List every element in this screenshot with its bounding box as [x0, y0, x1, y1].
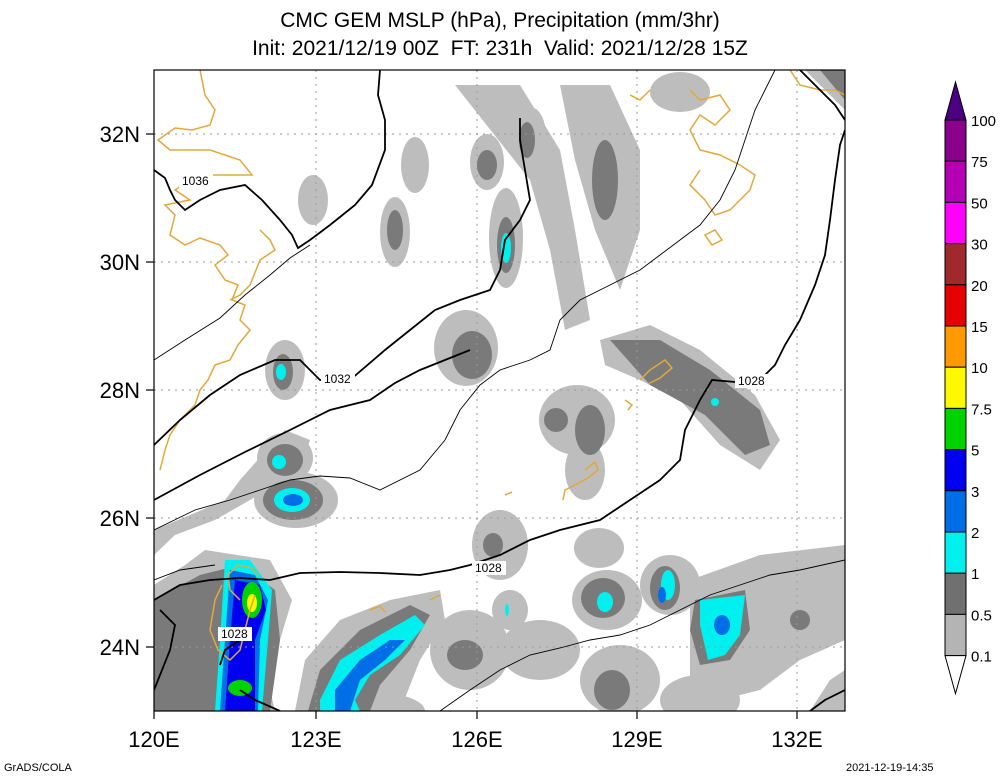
axis-labels: 120E 123E 126E 129E 132E 32N 30N 28N 26N… [100, 122, 823, 752]
lon-label-129e: 129E [611, 727, 662, 752]
isobar-label-1028-c: 1028 [221, 627, 248, 641]
map-title-line2: Init: 2021/12/19 00Z FT: 231h Valid: 202… [252, 37, 748, 60]
lat-label-28n: 28N [100, 378, 140, 403]
colorbar-labels: 100 75 50 30 20 15 10 7.5 5 3 2 1 0.5 0.1 [971, 113, 996, 666]
colorbar-label-6: 10 [971, 360, 988, 377]
colorbar-swatch-1 [944, 160, 967, 203]
colorbar-swatch-0 [944, 119, 967, 162]
colorbar-swatch-5 [944, 325, 967, 368]
colorbar-label-4: 20 [971, 278, 988, 295]
colorbar-label-8: 5 [971, 443, 979, 460]
colorbar-label-7: 7.5 [971, 401, 992, 418]
lat-lon-grid [154, 70, 845, 711]
lon-label-126e: 126E [451, 727, 502, 752]
precip-colorbar [944, 80, 967, 696]
colorbar-label-5: 15 [971, 319, 988, 336]
colorbar-swatch-bottom [944, 655, 967, 696]
lon-label-120e: 120E [128, 727, 179, 752]
colorbar-label-10: 2 [971, 525, 979, 542]
lon-label-123e: 123E [290, 727, 341, 752]
colorbar-swatch-11 [944, 572, 967, 615]
lat-label-24n: 24N [100, 635, 140, 660]
lat-label-26n: 26N [100, 506, 140, 531]
colorbar-swatch-3 [944, 243, 967, 286]
lat-label-32n: 32N [100, 122, 140, 147]
colorbar-swatch-9 [944, 490, 967, 533]
colorbar-label-13: 0.1 [971, 649, 992, 666]
colorbar-swatch-12 [944, 613, 967, 657]
colorbar-label-3: 30 [971, 237, 988, 254]
precipitation-layer [154, 70, 845, 711]
colorbar-swatch-2 [944, 201, 967, 245]
colorbar-swatch-7 [944, 407, 967, 451]
colorbar-label-0: 100 [971, 113, 996, 130]
colorbar-label-11: 1 [971, 566, 979, 583]
colorbar-label-1: 75 [971, 154, 988, 171]
isobar-labels: 1036 1032 1028 1028 1028 [179, 174, 769, 641]
isobars [154, 70, 845, 711]
colorbar-swatch-10 [944, 531, 967, 574]
colorbar-label-2: 50 [971, 195, 988, 212]
lon-label-132e: 132E [771, 727, 822, 752]
lat-label-30n: 30N [100, 250, 140, 275]
colorbar-swatch-6 [944, 366, 967, 409]
colorbar-label-12: 0.5 [971, 607, 992, 624]
map-title-line1: CMC GEM MSLP (hPa), Precipitation (mm/3h… [280, 9, 720, 32]
axis-ticks [146, 133, 798, 719]
colorbar-label-9: 3 [971, 484, 979, 501]
colorbar-swatch-4 [944, 284, 967, 327]
isobar-label-1028-a: 1028 [475, 561, 502, 575]
isobar-label-1036: 1036 [182, 174, 209, 188]
isobar-label-1032: 1032 [324, 372, 351, 386]
footer-timestamp: 2021-12-19-14:35 [846, 762, 934, 774]
colorbar-swatch-top [944, 80, 967, 121]
footer-credit: GrADS/COLA [4, 762, 72, 774]
colorbar-swatch-8 [944, 449, 967, 492]
isobar-label-1028-b: 1028 [738, 374, 765, 388]
